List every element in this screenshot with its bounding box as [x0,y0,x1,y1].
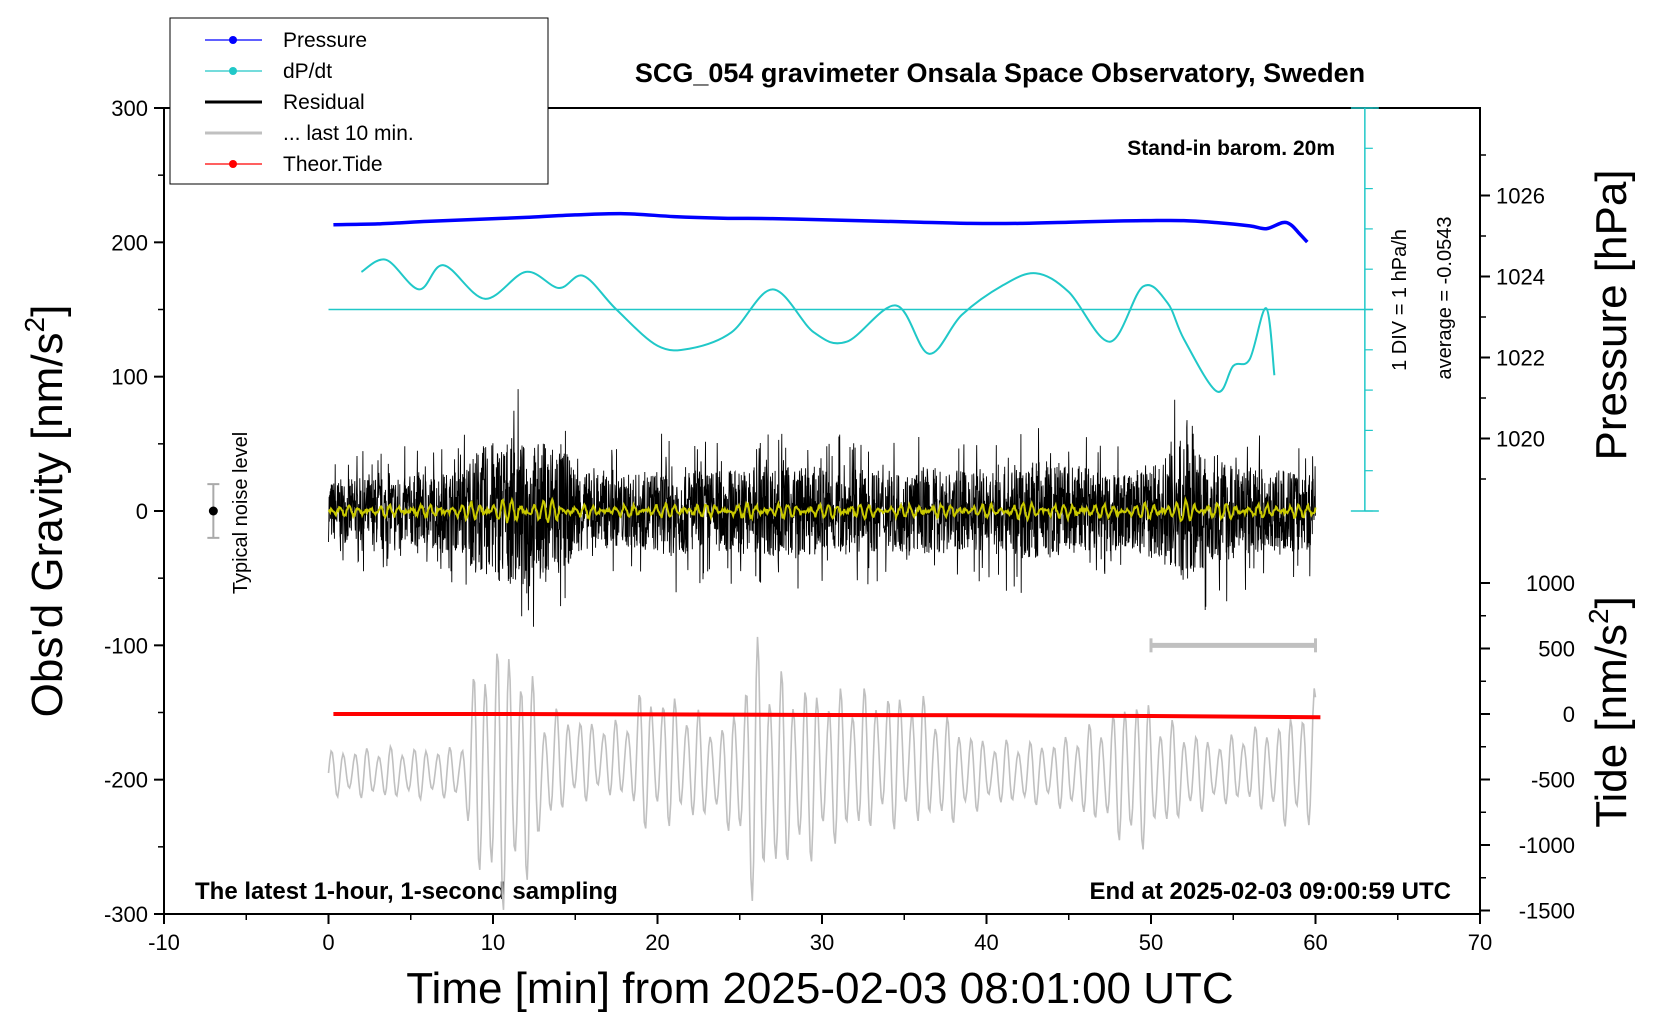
legend-item: Theor.Tide [205,153,383,176]
y-left-tick-label: 0 [136,499,148,524]
avg-note: average = -0.0543 [1434,217,1456,380]
y-tide-tick-label: -500 [1531,768,1575,793]
series-theor-tide [333,712,1321,720]
series-layer [207,107,1379,910]
x-tick-label: 10 [481,930,505,955]
y-axis-left-label: Obs'd Gravity [nm/s2] [19,305,72,718]
series-last10 [327,636,1317,910]
y-left-tick-label: -300 [104,902,148,927]
y-left-tick-label: 200 [111,230,148,255]
legend-label: dP/dt [283,60,332,83]
chart-title: SCG_054 gravimeter Onsala Space Observat… [635,58,1365,88]
y-tide-tick-label: 1000 [1526,571,1575,596]
x-axis-label: Time [min] from 2025-02-03 08:01:00 UTC [406,964,1233,1013]
y-axis-tide-label-sup: 2 [1583,608,1614,624]
baro-note: Stand-in barom. 20m [1127,137,1335,160]
y-axis-left-label-sup: 2 [19,317,50,333]
y-tide-tick-label: -1500 [1519,899,1575,924]
x-tick-label: 60 [1303,930,1327,955]
x-tick-label: 0 [322,930,334,955]
y-tide-tick-label: -1000 [1519,833,1575,858]
y-left-tick-label: 100 [111,365,148,390]
legend-swatch-dot [229,36,237,44]
series-dpdt [360,258,1276,393]
y-axis-pressure-label: Pressure [hPa] [1587,169,1636,460]
x-tick-label: 30 [810,930,834,955]
legend-item: dP/dt [205,60,332,83]
legend-swatch-dot [229,67,237,75]
legend-label: Pressure [283,29,367,52]
bottom-left-note: The latest 1-hour, 1-second sampling [195,878,618,905]
legend-label: Theor.Tide [283,153,383,176]
x-tick-label: 20 [645,930,669,955]
legend-swatch-dot [229,160,237,168]
y-axis-tide-label-end: ] [1587,596,1636,608]
series-pressure [333,211,1309,244]
y-pressure-tick-label: 1024 [1496,265,1545,290]
legend-item: Pressure [205,29,367,52]
series-residual-filtered [327,496,1317,524]
axes-layer: -10 0 10 20 30 40 50 60 703002001000-100-200-300… [104,96,1575,955]
legend-label: ... last 10 min. [283,122,414,145]
y-tide-tick-label: 500 [1538,637,1575,662]
legend-item: ... last 10 min. [205,122,414,145]
y-axis-tide-label: Tide [nm/s2] [1583,596,1636,828]
legend-item: Residual [205,91,365,114]
x-tick-label: -10 [148,930,180,955]
y-axis-left-label-end: ] [23,305,72,317]
legend-label: Residual [283,91,365,114]
y-left-tick-label: 300 [111,96,148,121]
x-tick-label: 70 [1468,930,1492,955]
x-tick-label: 40 [974,930,998,955]
noise-note: Typical noise level [230,432,252,594]
bottom-right-note: End at 2025-02-03 09:00:59 UTC [1090,878,1452,905]
noise-level-dot [208,506,218,516]
legend: Pressure dP/dt Residual ... last 10 min. The… [169,17,549,185]
y-left-tick-label: -200 [104,768,148,793]
div-note: 1 DIV = 1 hPa/h [1389,229,1411,371]
y-tide-tick-label: 0 [1563,702,1575,727]
x-tick-label: 50 [1139,930,1163,955]
y-pressure-tick-label: 1020 [1496,427,1545,452]
y-pressure-tick-label: 1026 [1496,184,1545,209]
y-pressure-tick-label: 1022 [1496,346,1545,371]
y-left-tick-label: -100 [104,633,148,658]
